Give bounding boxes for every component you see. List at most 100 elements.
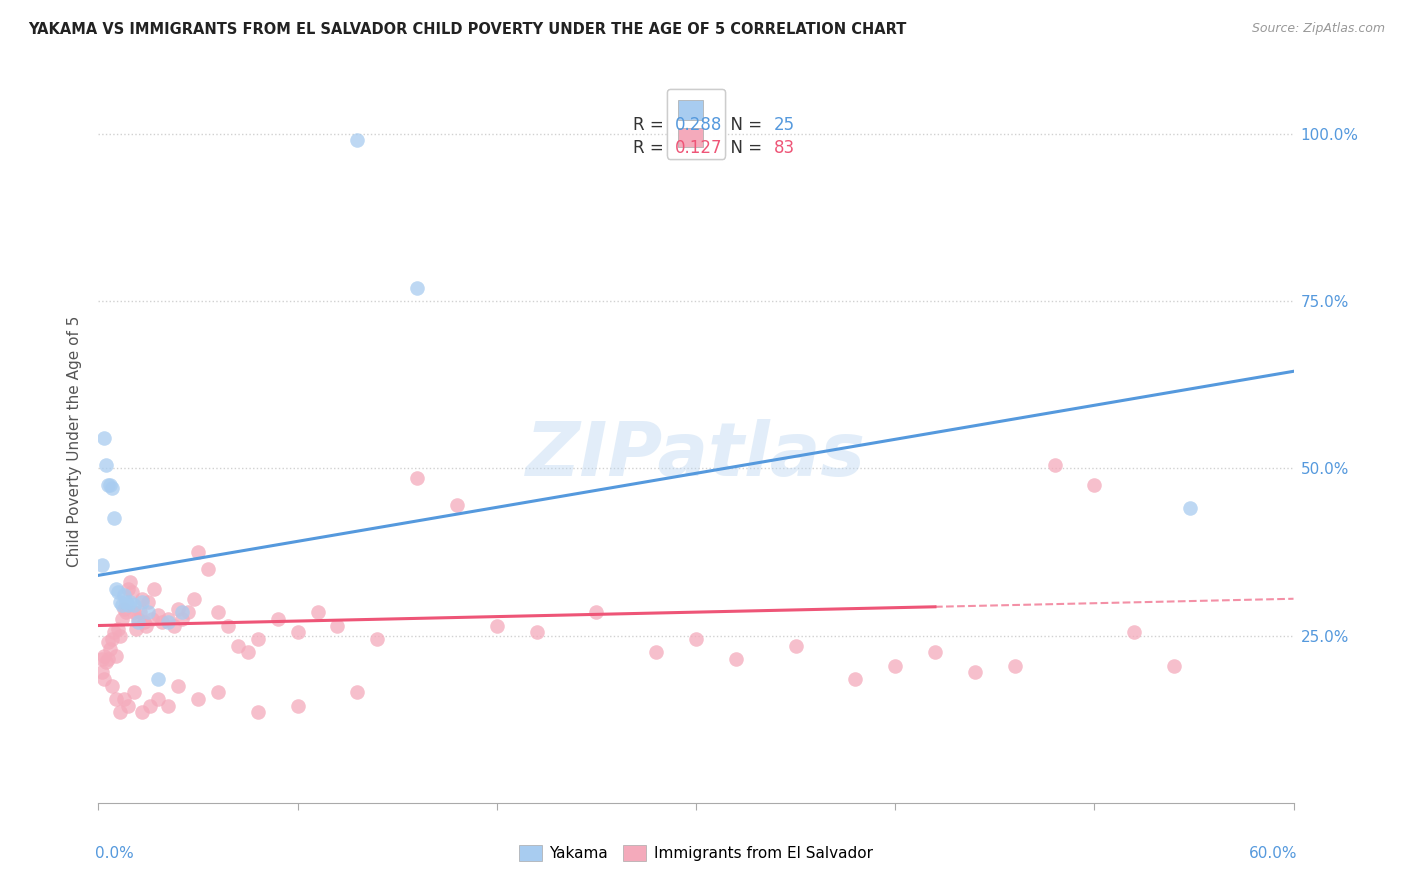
Point <box>101 632 124 646</box>
Point <box>207 605 229 619</box>
Point <box>129 605 152 619</box>
Point <box>110 706 132 720</box>
Text: N =: N = <box>720 116 768 134</box>
Point <box>124 599 146 613</box>
Point <box>1043 458 1066 472</box>
Point <box>172 612 194 626</box>
Point <box>406 471 429 485</box>
Point <box>117 599 139 613</box>
Point <box>187 692 209 706</box>
Point <box>207 685 229 699</box>
Point <box>197 562 219 576</box>
Point <box>103 511 125 525</box>
Point <box>98 478 122 492</box>
Point <box>172 605 194 619</box>
Point <box>963 665 986 680</box>
Point <box>346 134 368 148</box>
Text: 0.0%: 0.0% <box>94 847 134 861</box>
Point <box>120 575 142 590</box>
Point <box>131 595 153 609</box>
Point <box>111 599 134 613</box>
Point <box>101 482 124 496</box>
Point <box>148 608 170 623</box>
Point <box>121 585 143 599</box>
Text: Source: ZipAtlas.com: Source: ZipAtlas.com <box>1251 22 1385 36</box>
Point <box>148 672 170 686</box>
Point <box>93 672 115 686</box>
Point <box>117 698 139 713</box>
Point <box>585 605 607 619</box>
Point <box>136 605 159 619</box>
Text: R =: R = <box>633 116 669 134</box>
Point <box>124 685 146 699</box>
Text: N =: N = <box>720 139 768 157</box>
Text: YAKAMA VS IMMIGRANTS FROM EL SALVADOR CHILD POVERTY UNDER THE AGE OF 5 CORRELATI: YAKAMA VS IMMIGRANTS FROM EL SALVADOR CH… <box>28 22 907 37</box>
Point <box>115 595 138 609</box>
Y-axis label: Child Poverty Under the Age of 5: Child Poverty Under the Age of 5 <box>67 316 83 567</box>
Point <box>246 706 269 720</box>
Point <box>157 698 180 713</box>
Point <box>141 612 163 626</box>
Point <box>177 605 200 619</box>
Point <box>117 582 139 596</box>
Point <box>346 685 368 699</box>
Text: R =: R = <box>633 139 669 157</box>
Point <box>115 605 138 619</box>
Point <box>884 658 907 673</box>
Point <box>110 628 132 642</box>
Point <box>157 612 180 626</box>
Point <box>157 615 180 630</box>
Point <box>485 618 508 632</box>
Point <box>167 602 190 616</box>
Point <box>163 618 186 632</box>
Point <box>326 618 349 632</box>
Point <box>93 648 115 663</box>
Point <box>236 645 259 659</box>
Point <box>91 652 114 666</box>
Point <box>307 605 329 619</box>
Point <box>91 558 114 573</box>
Point <box>124 605 146 619</box>
Point <box>287 698 309 713</box>
Point <box>1004 658 1026 673</box>
Point <box>120 595 142 609</box>
Point <box>112 692 135 706</box>
Point <box>136 595 159 609</box>
Point <box>96 655 118 669</box>
Point <box>112 602 135 616</box>
Text: 83: 83 <box>773 139 794 157</box>
Point <box>526 625 548 640</box>
Point <box>97 635 120 649</box>
Point <box>98 642 122 657</box>
Point <box>366 632 388 646</box>
Point <box>187 545 209 559</box>
Point <box>125 622 148 636</box>
Point <box>217 618 239 632</box>
Text: 0.288: 0.288 <box>675 116 721 134</box>
Text: 0.127: 0.127 <box>675 139 721 157</box>
Text: 60.0%: 60.0% <box>1249 847 1298 861</box>
Point <box>143 582 166 596</box>
Point <box>107 585 129 599</box>
Point <box>287 625 309 640</box>
Point <box>150 615 173 630</box>
Point <box>101 679 124 693</box>
Point <box>93 431 115 445</box>
Point <box>148 692 170 706</box>
Point <box>97 478 120 492</box>
Point <box>724 652 747 666</box>
Point <box>103 625 125 640</box>
Point <box>1083 478 1105 492</box>
Point <box>246 632 269 646</box>
Point <box>685 632 707 646</box>
Point <box>446 498 468 512</box>
Point <box>131 591 153 606</box>
Point <box>134 615 156 630</box>
Point <box>1123 625 1146 640</box>
Point <box>111 612 134 626</box>
Text: ZIPatlas: ZIPatlas <box>526 419 866 492</box>
Point <box>131 706 153 720</box>
Point <box>112 589 135 603</box>
Point <box>267 612 290 626</box>
Point <box>1178 501 1201 516</box>
